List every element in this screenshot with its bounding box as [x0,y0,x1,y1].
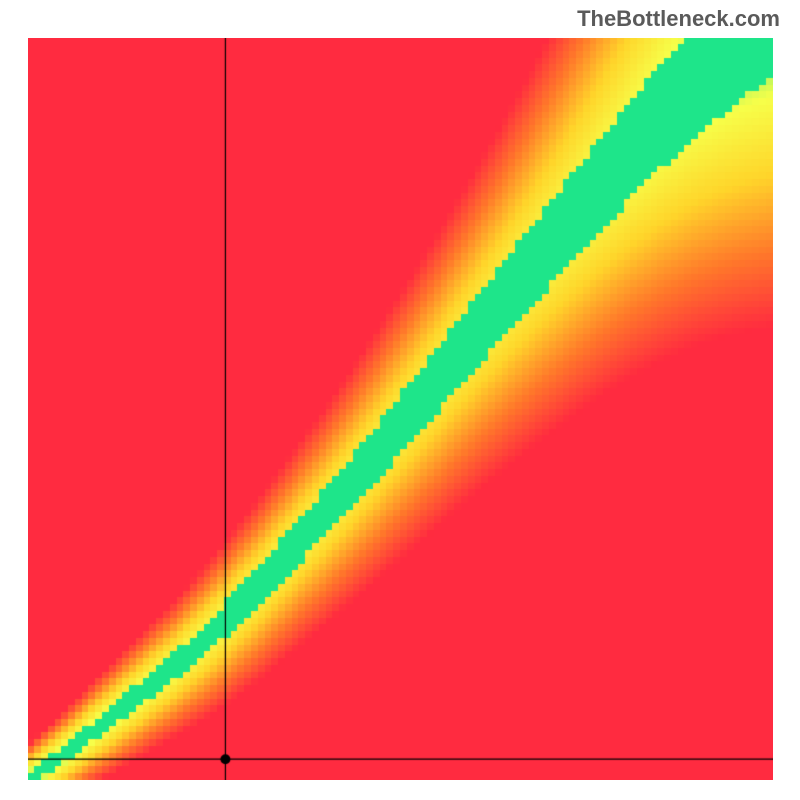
heatmap-canvas [28,38,773,780]
bottleneck-heatmap [28,38,773,780]
watermark-text: TheBottleneck.com [577,6,780,32]
